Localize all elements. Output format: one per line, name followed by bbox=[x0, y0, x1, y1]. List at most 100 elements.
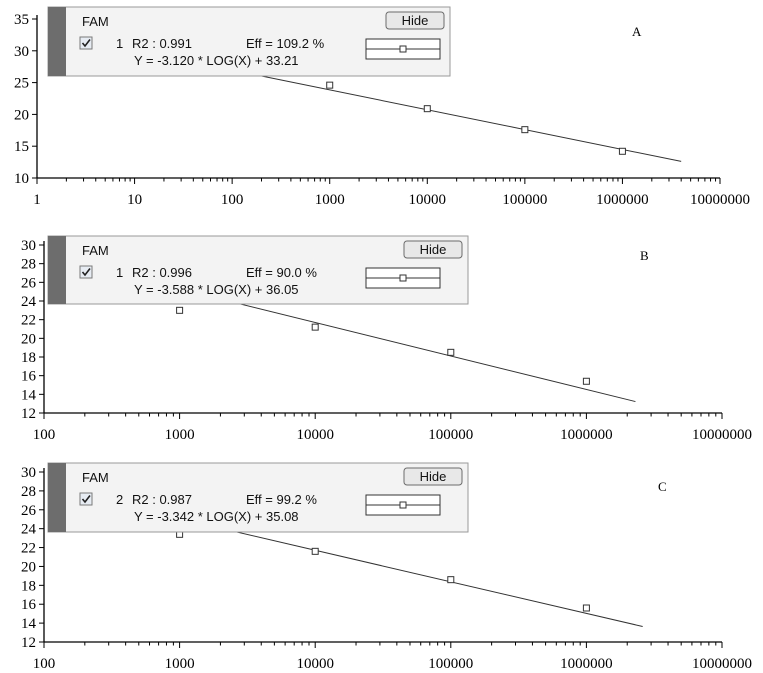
x-tick-label: 1000000 bbox=[560, 656, 613, 672]
checkmark-icon bbox=[81, 495, 91, 504]
legend-box: FAM Hide 1 R2 : 0.991 Eff = 109.2 % Y = -3.12… bbox=[47, 6, 451, 77]
y-tick-label: 22 bbox=[21, 313, 36, 329]
checkmark-icon bbox=[81, 39, 91, 48]
x-tick-label: 1 bbox=[33, 192, 41, 208]
data-point bbox=[582, 377, 590, 385]
x-tick-label: 10000 bbox=[409, 192, 447, 208]
panel-label: C bbox=[658, 479, 667, 494]
y-tick-label: 14 bbox=[21, 387, 37, 403]
data-point bbox=[447, 348, 455, 356]
x-tick-label: 10000000 bbox=[690, 192, 750, 208]
x-tick-label: 10000000 bbox=[692, 656, 752, 672]
fit-line bbox=[158, 513, 643, 627]
y-tick-label: 25 bbox=[14, 76, 29, 92]
series-checkbox[interactable] bbox=[79, 265, 93, 279]
legend-title: FAM bbox=[82, 243, 109, 258]
fit-equation: Y = -3.588 * LOG(X) + 36.05 bbox=[134, 282, 299, 297]
y-tick-label: 16 bbox=[21, 369, 37, 385]
x-tick-label: 100 bbox=[221, 192, 244, 208]
fit-equation: Y = -3.120 * LOG(X) + 33.21 bbox=[134, 53, 299, 68]
series-checkbox[interactable] bbox=[79, 36, 93, 50]
y-tick-label: 22 bbox=[21, 541, 36, 557]
x-tick-label: 1000 bbox=[165, 427, 195, 443]
x-tick-label: 100 bbox=[33, 656, 56, 672]
hide-button-frame[interactable] bbox=[385, 11, 445, 30]
hide-button-label[interactable]: Hide bbox=[420, 242, 447, 257]
series-index: 1 bbox=[116, 265, 123, 280]
x-tick-label: 10 bbox=[127, 192, 142, 208]
y-tick-label: 10 bbox=[14, 171, 29, 187]
y-tick-label: 20 bbox=[14, 107, 29, 123]
y-tick-label: 30 bbox=[21, 238, 36, 254]
x-tick-label: 100000 bbox=[428, 427, 473, 443]
data-point bbox=[311, 323, 319, 331]
y-tick-label: 24 bbox=[21, 522, 37, 538]
y-tick-label: 18 bbox=[21, 350, 36, 366]
efficiency-value: Eff = 99.2 % bbox=[246, 492, 317, 507]
hide-button[interactable]: Hide bbox=[385, 11, 445, 30]
y-tick-label: 26 bbox=[21, 275, 37, 291]
x-tick-label: 100000 bbox=[502, 192, 547, 208]
x-tick-label: 100 bbox=[33, 427, 56, 443]
y-tick-label: 35 bbox=[14, 12, 29, 28]
x-tick-label: 1000 bbox=[315, 192, 345, 208]
y-tick-label: 24 bbox=[21, 294, 37, 310]
legend-box: FAM Hide 2 R2 : 0.987 Eff = 99.2 % Y = -3.342… bbox=[47, 462, 469, 533]
swatch-marker bbox=[399, 501, 407, 509]
y-tick-label: 18 bbox=[21, 578, 36, 594]
x-tick-label: 1000000 bbox=[596, 192, 649, 208]
hide-button-label[interactable]: Hide bbox=[420, 469, 447, 484]
legend-side-strip bbox=[48, 463, 66, 532]
chart-panel-b: 12 14 16 18 20 22 24 26 28 30 100 1000 10000 100000 10… bbox=[21, 235, 752, 443]
fit-line bbox=[261, 75, 682, 162]
x-tick-label: 1000 bbox=[165, 656, 195, 672]
r2-value: R2 : 0.996 bbox=[132, 265, 192, 280]
fit-equation: Y = -3.342 * LOG(X) + 35.08 bbox=[134, 509, 299, 524]
y-tick-label: 28 bbox=[21, 484, 36, 500]
x-tick-label: 100000 bbox=[428, 656, 473, 672]
y-tick-label: 20 bbox=[21, 331, 36, 347]
legend-box: FAM Hide 1 R2 : 0.996 Eff = 90.0 % Y = -3.588… bbox=[47, 235, 469, 305]
series-checkbox[interactable] bbox=[79, 492, 93, 506]
hide-button-frame[interactable] bbox=[403, 240, 463, 259]
y-tick-label: 14 bbox=[21, 616, 37, 632]
legend-title: FAM bbox=[82, 14, 109, 29]
checkmark-icon bbox=[81, 268, 91, 277]
y-tick-label: 12 bbox=[21, 635, 36, 651]
efficiency-value: Eff = 109.2 % bbox=[246, 36, 325, 51]
y-tick-label: 16 bbox=[21, 597, 37, 613]
hide-button-frame[interactable] bbox=[403, 467, 463, 486]
y-tick-label: 30 bbox=[21, 465, 36, 481]
x-tick-label: 1000000 bbox=[560, 427, 613, 443]
y-tick-label: 20 bbox=[21, 559, 36, 575]
data-point bbox=[618, 147, 626, 155]
legend-side-strip bbox=[48, 7, 66, 76]
data-point bbox=[582, 604, 590, 612]
y-tick-label: 15 bbox=[14, 139, 29, 155]
data-point bbox=[423, 105, 431, 113]
x-tick-label: 10000000 bbox=[692, 427, 752, 443]
series-index: 1 bbox=[116, 36, 123, 51]
hide-button[interactable]: Hide bbox=[403, 240, 463, 259]
hide-button-label[interactable]: Hide bbox=[402, 13, 429, 28]
data-point bbox=[447, 576, 455, 584]
x-tick-label: 10000 bbox=[296, 656, 334, 672]
efficiency-value: Eff = 90.0 % bbox=[246, 265, 317, 280]
hide-button[interactable]: Hide bbox=[403, 467, 463, 486]
swatch-marker bbox=[399, 45, 407, 53]
y-tick-label: 12 bbox=[21, 406, 36, 422]
data-point bbox=[176, 306, 184, 314]
r2-value: R2 : 0.987 bbox=[132, 492, 192, 507]
chart-panel-c: 12 14 16 18 20 22 24 26 28 30 100 1000 10000 100000 10… bbox=[21, 462, 752, 672]
y-tick-label: 28 bbox=[21, 257, 36, 273]
panel-label: A bbox=[632, 24, 642, 39]
data-point bbox=[521, 126, 529, 134]
legend-title: FAM bbox=[82, 470, 109, 485]
r2-value: R2 : 0.991 bbox=[132, 36, 192, 51]
x-tick-label: 10000 bbox=[296, 427, 334, 443]
legend-side-strip bbox=[48, 236, 66, 304]
swatch-marker bbox=[399, 274, 407, 282]
panel-label: B bbox=[640, 248, 649, 263]
